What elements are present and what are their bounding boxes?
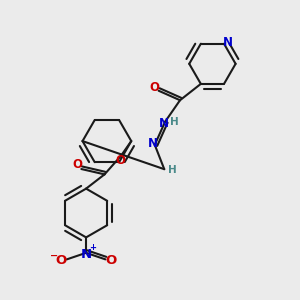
Text: O: O bbox=[149, 81, 159, 94]
Text: H: H bbox=[170, 117, 179, 127]
Text: O: O bbox=[115, 154, 125, 167]
Text: N: N bbox=[223, 36, 232, 49]
Text: N: N bbox=[159, 117, 169, 130]
Text: +: + bbox=[89, 243, 96, 252]
Text: H: H bbox=[168, 165, 177, 175]
Text: −: − bbox=[50, 251, 58, 261]
Text: N: N bbox=[81, 248, 92, 260]
Text: O: O bbox=[56, 254, 67, 267]
Text: O: O bbox=[105, 254, 116, 267]
Text: O: O bbox=[72, 158, 82, 171]
Text: N: N bbox=[148, 137, 158, 150]
